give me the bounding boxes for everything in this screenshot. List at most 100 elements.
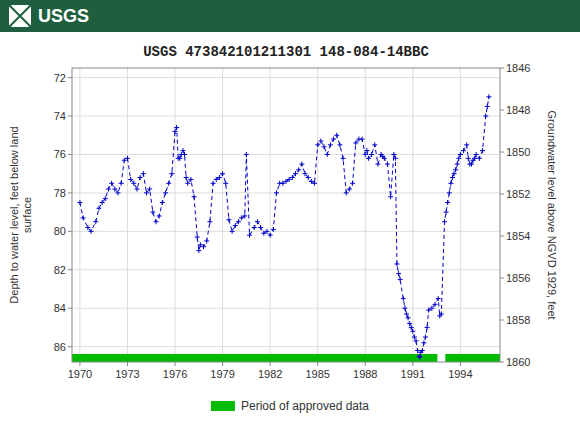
marker	[483, 114, 488, 119]
y-tick	[68, 269, 72, 270]
marker	[271, 227, 276, 232]
x-tick	[127, 362, 128, 366]
marker	[364, 148, 369, 153]
grid-line-x	[270, 68, 271, 362]
marker	[182, 152, 187, 157]
x-tick	[222, 362, 223, 366]
marker	[264, 229, 269, 234]
marker	[306, 175, 311, 180]
grid-line-y	[72, 154, 500, 155]
x-tick-label: 1994	[448, 368, 472, 380]
marker	[106, 187, 111, 192]
marker	[337, 142, 342, 147]
marker	[201, 244, 206, 249]
marker	[157, 213, 162, 218]
axes: 1970197319761979198219851988199119947274…	[54, 62, 531, 380]
marker	[274, 190, 279, 195]
y-tick	[68, 231, 72, 232]
marker	[169, 171, 174, 176]
marker	[442, 219, 447, 224]
marker	[226, 217, 231, 222]
marker	[401, 296, 406, 301]
y-axis-label: Depth to water level, feet below landsur…	[8, 126, 33, 303]
marker	[293, 171, 298, 176]
y2-tick-label: 1858	[506, 314, 530, 326]
grid-line-x	[317, 68, 318, 362]
approved-period	[72, 354, 437, 362]
y2-tick	[500, 278, 504, 279]
x-tick	[317, 362, 318, 366]
marker	[485, 104, 490, 109]
grid-line-x	[175, 68, 176, 362]
x-tick	[412, 362, 413, 366]
marker	[166, 181, 171, 186]
grid-line-x	[79, 68, 80, 362]
grid-line-y	[72, 346, 500, 347]
marker	[413, 338, 418, 343]
marker	[388, 194, 393, 199]
marker	[366, 156, 371, 161]
marker	[402, 306, 407, 311]
y2-axis-label: Groundwater level above NGVD 1929, feet	[546, 110, 558, 319]
marker	[464, 142, 469, 147]
header-bar	[0, 0, 580, 32]
x-tick-label: 1979	[210, 368, 234, 380]
marker	[160, 200, 165, 205]
marker	[372, 142, 377, 147]
marker	[347, 187, 352, 192]
marker	[445, 200, 450, 205]
y-tick-label: 74	[54, 110, 66, 122]
marker	[131, 181, 136, 186]
y2-tick	[500, 110, 504, 111]
marker	[341, 156, 346, 161]
grid-line-y	[72, 192, 500, 193]
marker	[93, 219, 98, 224]
marker	[453, 167, 458, 172]
x-tick-label: 1982	[258, 368, 282, 380]
grid	[72, 68, 500, 362]
y-tick-label: 84	[54, 302, 66, 314]
marker	[163, 190, 168, 195]
x-tick-label: 1973	[115, 368, 139, 380]
marker	[217, 175, 222, 180]
marker	[128, 177, 133, 182]
marker	[477, 156, 482, 161]
marker	[211, 181, 216, 186]
logo-block	[9, 5, 31, 27]
grid-line-x	[460, 68, 461, 362]
marker	[461, 148, 466, 153]
marker	[433, 302, 438, 307]
grid-line-y	[72, 116, 500, 117]
legend-swatch	[211, 401, 235, 411]
y-tick	[68, 116, 72, 117]
marker	[350, 181, 355, 186]
title: USGS 473842101211301 148-084-14BBC	[143, 44, 429, 60]
y2-tick-label: 1860	[506, 356, 530, 368]
header-text: USGS	[38, 6, 89, 26]
marker	[154, 219, 159, 224]
marker	[296, 167, 301, 172]
plot-area	[72, 94, 500, 362]
y-tick-label: 78	[54, 187, 66, 199]
marker	[458, 152, 463, 157]
marker	[255, 219, 260, 224]
marker	[303, 171, 308, 176]
logo-cross	[9, 5, 31, 27]
marker	[425, 325, 430, 330]
marker	[406, 315, 411, 320]
x-tick-label: 1985	[305, 368, 329, 380]
marker	[396, 271, 401, 276]
y2-tick	[500, 236, 504, 237]
grid-line-x	[365, 68, 366, 362]
grid-line-y	[72, 77, 500, 78]
marker	[184, 175, 189, 180]
marker	[125, 156, 130, 161]
marker	[103, 196, 108, 201]
marker	[115, 190, 120, 195]
y-tick-label: 72	[54, 72, 66, 84]
x-tick	[365, 362, 366, 366]
y2-tick-label: 1854	[506, 230, 530, 242]
grid-line-y	[72, 269, 500, 270]
marker	[147, 187, 152, 192]
marker	[134, 187, 139, 192]
